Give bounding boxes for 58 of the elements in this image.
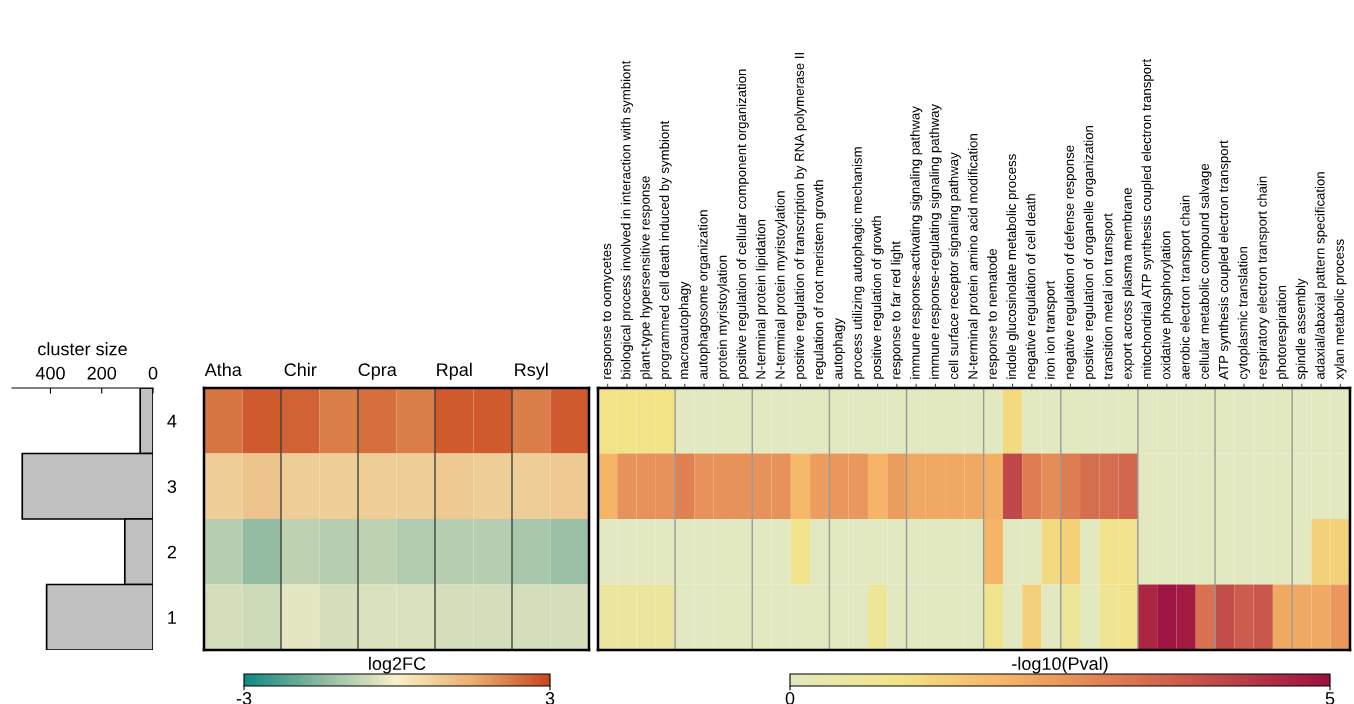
x-tick-label: aerobic electron transport chain: [1179, 195, 1193, 380]
y-tick-label: 2: [167, 545, 177, 559]
x-tick-label: programmed cell death induced by symbiont: [659, 120, 672, 379]
x-tick-label: xylan metabolic process: [1334, 239, 1347, 380]
x-tick-label: macroautophagy: [678, 281, 691, 379]
x-tick-label: negative regulation of defense response: [1064, 145, 1077, 379]
x-tick-label: Cpra: [358, 363, 397, 380]
x-tick-label: positive regulation of growth: [871, 216, 884, 379]
x-tick-label: response to nematode: [987, 248, 1000, 379]
x-tick-label: negative regulation of cell death: [1025, 194, 1038, 379]
x-tick-label: export across plasma membrane: [1122, 188, 1135, 380]
color-bar-label: -3: [236, 692, 252, 704]
x-tick-label: plant-type hypersensitive response: [640, 176, 653, 379]
x-tick-label: positive regulation of transcription by RNA polymerase II: [794, 53, 807, 379]
color-bar-title: log2FC: [369, 656, 426, 674]
x-tick-label: immune response-regulating signaling pathway: [929, 103, 942, 379]
x-tick-label: protein myristoylation: [717, 255, 730, 379]
x-tick-label: spindle assembly: [1295, 278, 1308, 380]
x-tick-label: photorespiration: [1276, 285, 1289, 379]
x-tick-label: 200: [87, 366, 117, 380]
x-tick-label: mitochondrial ATP synthesis coupled electron transport: [1141, 59, 1154, 379]
color-bar-title: -log10(Pval): [1012, 656, 1108, 674]
x-tick-label: oxidative phosphorylation: [1160, 231, 1173, 380]
chart-title: cluster size: [38, 342, 127, 356]
x-tick-label: immune response-activating signaling pathway: [910, 106, 923, 379]
x-tick-label: autophagosome organization: [697, 210, 711, 380]
x-tick-label: Rpal: [437, 362, 472, 380]
x-tick-label: cell surface receptor signaling pathway: [948, 152, 961, 380]
x-tick-label: Chir: [284, 362, 317, 377]
x-tick-label: biological process involved in interaction with symbiont: [620, 60, 634, 379]
color-bar-label: 3: [545, 692, 555, 704]
x-tick-label: 400: [35, 366, 65, 380]
x-tick-label: process utilizing autophagic mechanism: [852, 147, 865, 379]
x-tick-label: response to oomycetes: [602, 243, 614, 379]
x-tick-label: autophagy: [832, 318, 846, 380]
x-tick-label: response to far red light: [890, 241, 904, 379]
x-tick-label: indole glucosinolate metabolic process: [1006, 154, 1019, 379]
x-tick-label: N-terminal protein amino acid modification: [967, 134, 981, 379]
x-tick-label: 0: [148, 366, 158, 380]
x-tick-label: regulation of root meristem growth: [813, 180, 826, 379]
x-tick-label: N-terminal protein myristoylation: [775, 191, 788, 379]
x-tick-label: transition metal ion transport: [1102, 213, 1116, 380]
x-tick-label: positive regulation of organelle organization: [1083, 126, 1096, 379]
x-tick-label: Atha: [204, 362, 242, 377]
x-tick-label: respiratory electron transport chain: [1257, 176, 1270, 379]
y-tick-label: 1: [168, 611, 177, 624]
color-bar-label: 0: [785, 692, 795, 704]
x-tick-label: ATP synthesis coupled electron transport: [1218, 140, 1231, 380]
x-tick-label: N-terminal protein lipidation: [755, 219, 769, 379]
x-tick-label: Rsyl: [515, 362, 548, 380]
y-tick-label: 3: [167, 480, 177, 493]
x-tick-label: cellular metabolic compound salvage: [1199, 163, 1212, 380]
x-tick-label: positive regulation of cellular component organization: [736, 69, 749, 379]
color-bar-label: 5: [1325, 692, 1335, 704]
x-tick-label: cytoplasmic translation: [1237, 247, 1251, 380]
x-tick-label: iron ion transport: [1044, 280, 1058, 379]
y-tick-label: 4: [167, 414, 177, 428]
x-tick-label: adaxial/abaxial pattern specification: [1314, 172, 1328, 380]
